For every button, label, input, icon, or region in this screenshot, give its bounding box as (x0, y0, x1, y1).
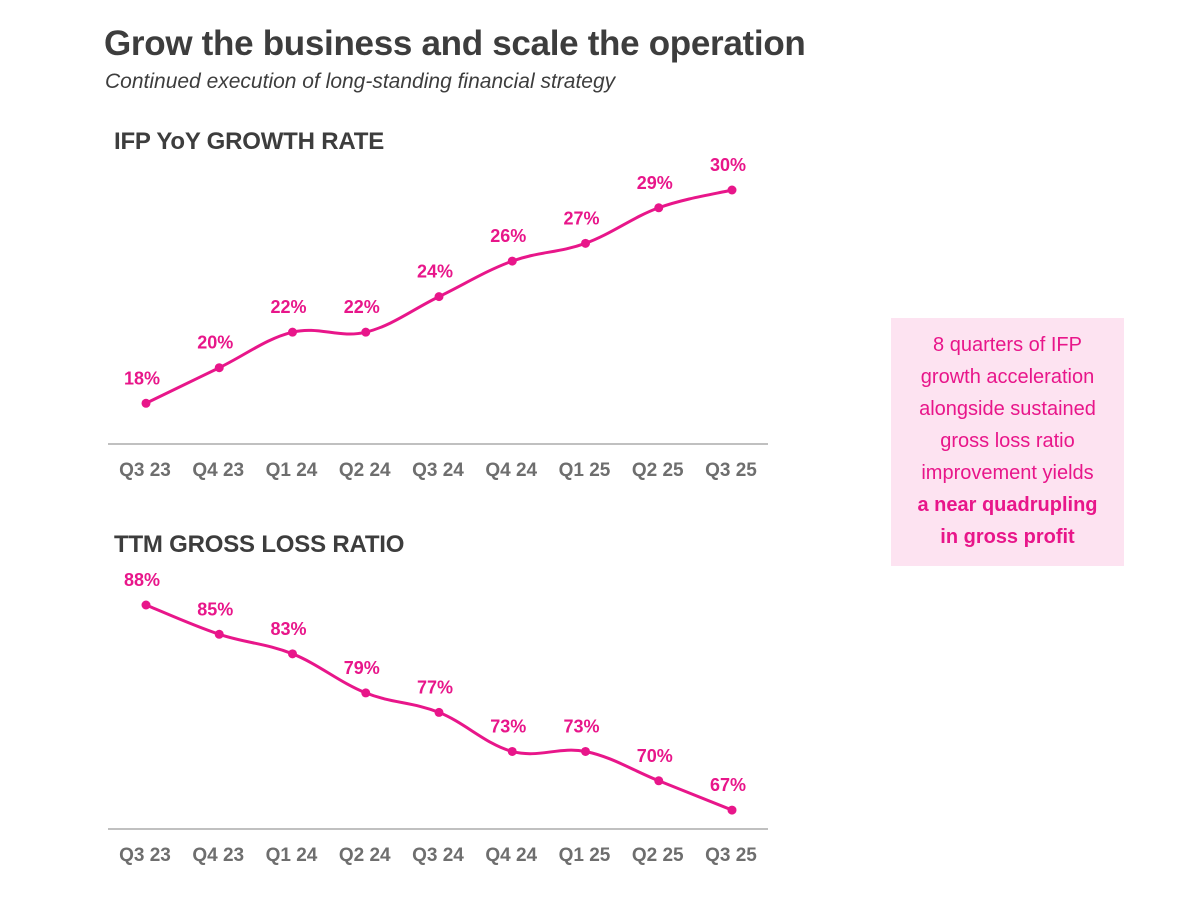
loss-ratio-chart-title: TTM GROSS LOSS RATIO (114, 531, 405, 558)
loss-data-point (361, 688, 371, 698)
growth-data-point (434, 292, 444, 302)
loss-tick-label: Q3 25 (705, 845, 757, 866)
growth-tick-label: Q4 24 (485, 460, 537, 481)
growth-tick-label: Q2 25 (632, 460, 684, 481)
callout-line: alongside sustained (919, 398, 1096, 420)
loss-data-point (507, 746, 517, 756)
loss-data-label: 85% (197, 599, 233, 619)
loss-data-point (727, 805, 737, 815)
growth-data-point (214, 363, 224, 373)
loss-data-point (214, 629, 224, 639)
loss-tick-label: Q4 23 (192, 845, 244, 866)
loss-series-line (144, 603, 734, 812)
callout-bold-line: in gross profit (940, 526, 1075, 548)
loss-tick-label: Q2 24 (339, 845, 391, 866)
growth-data-point (581, 238, 590, 248)
loss-data-label: 67% (710, 775, 746, 795)
callout-line: growth acceleration (920, 366, 1095, 388)
growth-data-point (288, 327, 297, 337)
loss-tick-label: Q3 23 (119, 845, 171, 866)
growth-data-point (141, 398, 151, 408)
loss-tick-label: Q2 25 (632, 845, 684, 866)
page-title: Grow the business and scale the operatio… (104, 24, 806, 63)
callout-line: 8 quarters of IFP (933, 334, 1082, 356)
loss-data-point (288, 649, 297, 659)
growth-data-label: 27% (563, 208, 599, 228)
growth-data-label: 24% (417, 262, 453, 282)
growth-data-point (507, 256, 517, 266)
growth-chart-title: IFP YoY GROWTH RATE (114, 128, 384, 155)
loss-tick-label: Q3 24 (412, 845, 464, 866)
loss-tick-label: Q4 24 (485, 845, 537, 866)
loss-data-label: 88% (124, 570, 160, 590)
growth-tick-label: Q3 24 (412, 460, 464, 481)
page-subtitle: Continued execution of long-standing fin… (105, 70, 616, 93)
gross-loss-ratio-chart: 88% Q3 23 85% Q4 23 83% Q1 24 79% Q2 24 77% Q3 24… (108, 570, 768, 866)
loss-tick-label: Q1 24 (266, 845, 318, 866)
callout-box: 8 quarters of IFP growth acceleration al… (891, 318, 1124, 566)
growth-data-point (654, 203, 664, 213)
growth-data-label: 18% (124, 368, 160, 388)
callout-line: gross loss ratio (940, 430, 1075, 452)
growth-data-point (727, 185, 737, 195)
loss-data-point (434, 707, 444, 717)
growth-data-label: 22% (344, 297, 380, 317)
loss-data-point (654, 776, 664, 786)
callout-line: improvement yields (921, 462, 1094, 484)
growth-tick-label: Q3 25 (705, 460, 757, 481)
growth-rate-chart: 18% Q3 23 20% Q4 23 22% Q1 24 22% Q2 24 24% Q3 24… (108, 155, 768, 481)
growth-tick-label: Q1 25 (559, 460, 611, 481)
growth-data-label: 20% (197, 333, 233, 353)
loss-data-label: 77% (417, 677, 453, 697)
growth-data-label: 30% (710, 155, 746, 175)
loss-data-label: 73% (490, 716, 526, 736)
loss-data-label: 70% (637, 746, 673, 766)
growth-data-label: 29% (637, 173, 673, 193)
loss-data-point (581, 746, 590, 756)
loss-data-label: 73% (563, 716, 599, 736)
growth-tick-label: Q2 24 (339, 460, 391, 481)
growth-data-label: 26% (490, 226, 526, 246)
growth-tick-label: Q1 24 (266, 460, 318, 481)
loss-tick-label: Q1 25 (559, 845, 611, 866)
loss-data-point (141, 600, 151, 610)
growth-tick-label: Q3 23 (119, 460, 171, 481)
loss-data-label: 83% (270, 619, 306, 639)
callout-bold-line: a near quadrupling (917, 494, 1098, 516)
growth-data-label: 22% (270, 297, 306, 317)
loss-data-label: 79% (344, 658, 380, 678)
growth-data-point (361, 327, 371, 337)
growth-tick-label: Q4 23 (192, 460, 244, 481)
